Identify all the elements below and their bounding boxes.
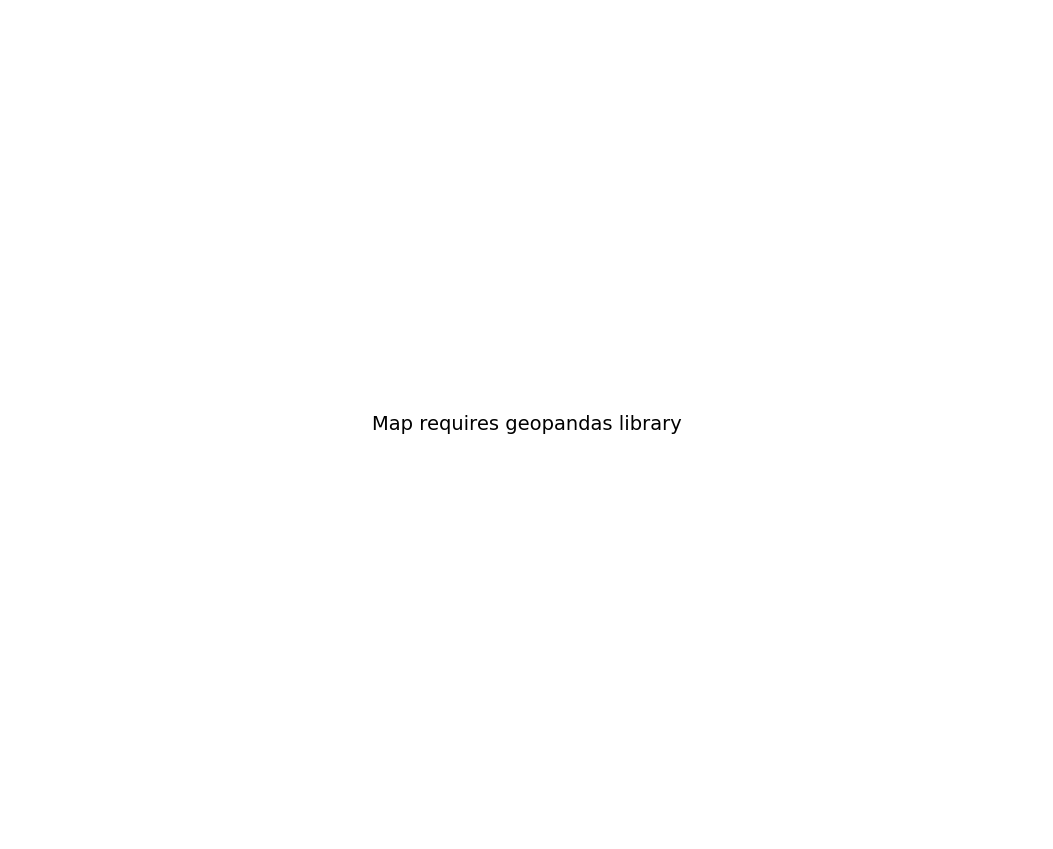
Text: Map requires geopandas library: Map requires geopandas library <box>372 415 681 434</box>
